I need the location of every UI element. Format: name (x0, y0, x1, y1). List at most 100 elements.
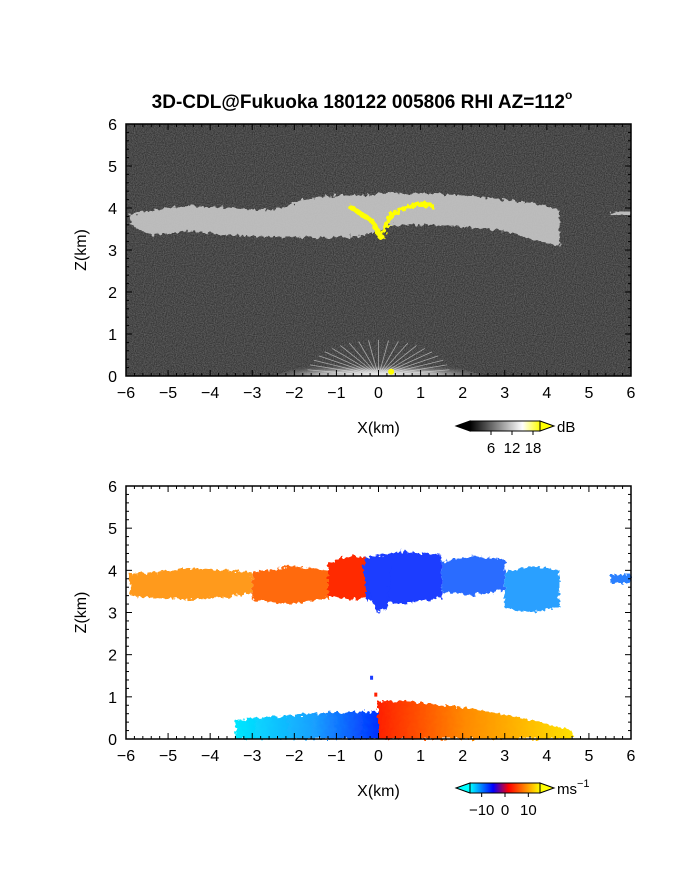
velocity-colorbar-unit-superscript: −1 (577, 778, 590, 790)
snr-ytick-label: 6 (108, 117, 117, 134)
snr-ytick-label: 4 (108, 201, 117, 218)
velocity-cloud-segment (252, 566, 328, 605)
snr-clutter-ray (348, 342, 379, 377)
snr-clutter-ray (378, 345, 417, 377)
figure-title: 3D-CDL@Fukuoka 180122 005806 RHI AZ=112o (152, 88, 573, 113)
velocity-speck (374, 692, 378, 697)
snr-far-echo (609, 209, 632, 217)
snr-panel: −6 −5 −4 −3 −2 −1 0 1 2 3 4 5 6 0 1 2 3 4 5 6 X(km) Z(km) (73, 117, 636, 437)
snr-ytick-label: 2 (108, 285, 117, 302)
snr-clutter-ray (309, 364, 379, 377)
velocity-cloud-segment (441, 555, 505, 596)
snr-clutter-ray (378, 369, 450, 377)
snr-clutter-ray (358, 341, 379, 377)
velocity-xtick-label: 3 (500, 748, 509, 765)
velocity-cloud-segment (130, 568, 253, 600)
velocity-ytick-label: 6 (108, 479, 117, 496)
snr-colorbar-bar (469, 420, 541, 432)
velocity-colorbar-tick-label: −10 (469, 802, 494, 819)
snr-ytick-label: 1 (108, 327, 117, 344)
snr-colorbar-low-arrow (454, 420, 471, 432)
snr-cloud-layer (130, 193, 560, 246)
velocity-colorbar-tick-label: 10 (520, 802, 537, 819)
snr-clutter-ray (378, 341, 399, 377)
snr-xtick-label: −3 (243, 385, 261, 402)
velocity-xtick-label: −4 (201, 748, 219, 765)
snr-xtick-label: 5 (584, 385, 593, 402)
snr-clutter-ray (313, 359, 379, 377)
snr-xtick-label: 2 (458, 385, 467, 402)
snr-clutter-ray (378, 348, 425, 377)
snr-colorbar-tick-label: 12 (504, 440, 521, 457)
velocity-xtick-label: 1 (416, 748, 425, 765)
velocity-colorbar: −10 0 10 ms−1 (454, 778, 590, 819)
velocity-xtick-label: 2 (458, 748, 467, 765)
velocity-xtick-label: −2 (285, 748, 303, 765)
velocity-cloud-segment (504, 566, 560, 613)
snr-xtick-label: −4 (201, 385, 219, 402)
velocity-low-positive (378, 701, 573, 739)
velocity-xtick-label: 6 (627, 748, 636, 765)
velocity-plume (361, 566, 392, 613)
snr-xtick-label: −2 (285, 385, 303, 402)
snr-xtick-label: −1 (327, 385, 345, 402)
title-superscript: o (565, 88, 572, 102)
snr-noise (126, 124, 631, 376)
velocity-xlabel: X(km) (357, 783, 400, 800)
snr-colorbar-unit-text: dB (557, 419, 575, 436)
velocity-ylabel: Z(km) (73, 592, 90, 634)
velocity-right-echo (609, 574, 631, 583)
snr-xtick-label: 1 (416, 385, 425, 402)
snr-colorbar-tick-label: 18 (525, 440, 542, 457)
velocity-ytick-label: 0 (108, 732, 117, 749)
snr-bright-echo (347, 201, 434, 240)
snr-colorbar-tick-label: 6 (487, 440, 495, 457)
velocity-xtick-label: −5 (159, 748, 177, 765)
velocity-ytick-label: 5 (108, 521, 117, 538)
snr-xtick-label: −5 (159, 385, 177, 402)
snr-xtick-label: −6 (117, 385, 135, 402)
velocity-xtick-label: 5 (584, 748, 593, 765)
snr-xtick-label: 4 (542, 385, 551, 402)
snr-ylabel: Z(km) (73, 229, 90, 271)
snr-xtick-label: 6 (627, 385, 636, 402)
velocity-xtick-label: −3 (243, 748, 261, 765)
velocity-colorbar-unit-text: ms (557, 781, 577, 798)
snr-xtick-label: 0 (374, 385, 383, 402)
snr-ytick-label: 0 (108, 369, 117, 386)
snr-clutter-ray (378, 342, 409, 377)
snr-colorbar-high-arrow (539, 420, 556, 432)
velocity-xtick-label: −1 (327, 748, 345, 765)
velocity-ytick-label: 2 (108, 648, 117, 665)
velocity-low-negative (235, 711, 379, 739)
snr-colorbar: 6 12 18 dB (454, 419, 575, 457)
velocity-xtick-label: 0 (374, 748, 383, 765)
snr-clutter-ray (378, 351, 433, 377)
snr-xtick-label: 3 (500, 385, 509, 402)
velocity-colorbar-low-arrow (454, 782, 471, 794)
snr-clutter-ray (378, 340, 389, 377)
velocity-ytick-label: 3 (108, 606, 117, 623)
snr-colorbar-unit: dB (557, 419, 575, 436)
snr-clutter-ray (340, 345, 379, 377)
velocity-ytick-label: 4 (108, 563, 117, 580)
snr-clutter-ray (307, 369, 379, 377)
velocity-xtick-label: −6 (117, 748, 135, 765)
velocity-colorbar-unit: ms−1 (557, 778, 590, 798)
snr-ytick-label: 3 (108, 243, 117, 260)
snr-ytick-label: 5 (108, 159, 117, 176)
velocity-speck (370, 675, 374, 680)
velocity-colorbar-bar (469, 782, 541, 794)
velocity-colorbar-high-arrow (539, 782, 556, 794)
snr-clutter-ray (318, 355, 379, 377)
velocity-ytick-label: 1 (108, 690, 117, 707)
snr-clutter-ray (332, 348, 379, 377)
velocity-colorbar-tick-label: 0 (501, 802, 509, 819)
velocity-xtick-label: 4 (542, 748, 551, 765)
snr-clutter-ray (368, 340, 379, 377)
snr-ground-bright (388, 368, 395, 375)
velocity-panel: −6 −5 −4 −3 −2 −1 0 1 2 3 4 5 6 0 1 2 3 4 5 6 X(km) Z(km) (73, 479, 636, 800)
snr-clutter-ray (324, 351, 379, 377)
snr-xlabel: X(km) (357, 420, 400, 437)
